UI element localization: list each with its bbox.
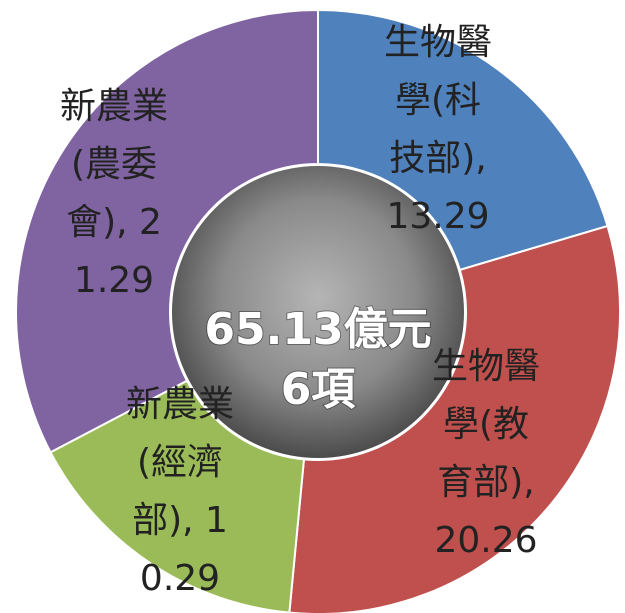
- center-text: 6項: [281, 364, 357, 415]
- data-label: 生物醫學(教育部), 20.26: [431, 346, 540, 561]
- data-label: 新農業(經濟部), 10.29: [125, 384, 234, 599]
- center-photo: [170, 164, 466, 460]
- data-label: 新農業(農委會), 21.29: [59, 86, 168, 301]
- data-label: 生物醫學(科技部), 13.29: [383, 22, 492, 237]
- center-text: 65.13億元: [204, 304, 431, 355]
